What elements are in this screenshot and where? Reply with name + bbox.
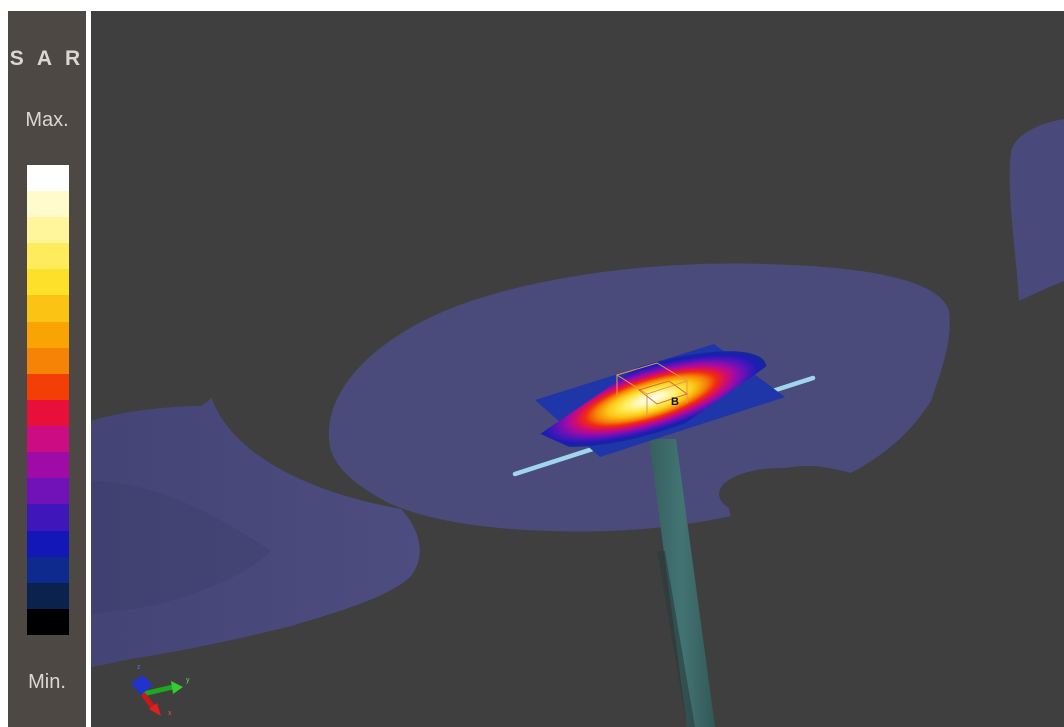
colorbar-segment — [27, 295, 69, 323]
scene-canvas[interactable]: B y x z — [91, 11, 1064, 727]
legend-title: S A R — [9, 47, 85, 70]
colorbar-segment — [27, 191, 69, 218]
legend-min-label: Min. — [28, 671, 66, 693]
3d-viewport[interactable]: B y x z — [91, 11, 1064, 727]
colorbar-segment — [27, 582, 69, 610]
colorbar-segment — [27, 165, 69, 192]
colorbar-segment — [27, 321, 69, 349]
colorbar-segment — [27, 452, 69, 479]
sar-colorbar — [27, 165, 69, 636]
axis-z-label: z — [137, 664, 141, 671]
colorbar-segment — [27, 608, 69, 636]
phantom-notch — [719, 468, 843, 520]
probe-shaft — [649, 439, 715, 727]
phantom-right — [1009, 119, 1064, 301]
colorbar-segment — [27, 243, 69, 270]
phantom-left — [91, 396, 420, 667]
panel-separator — [86, 11, 91, 727]
colorbar-segment — [27, 399, 69, 427]
axis-y-label: y — [186, 677, 190, 684]
marker-label: B — [671, 396, 679, 408]
axis-x-label: x — [168, 710, 172, 717]
colorbar-segment — [27, 426, 69, 453]
legend-max-label: Max. — [25, 109, 69, 131]
colorbar-segment — [27, 504, 69, 532]
axes-triad: y x z — [131, 664, 190, 717]
colorbar-segment — [27, 478, 69, 505]
colorbar-segment — [27, 373, 69, 401]
probe-shaft-shadow — [657, 551, 695, 727]
phantom-left-shadow — [91, 481, 271, 614]
colorbar-segment — [27, 530, 69, 558]
colorbar-segment — [27, 556, 69, 584]
measurement-box — [615, 362, 689, 416]
colorbar-segment — [27, 217, 69, 244]
colorbar-segment — [27, 269, 69, 296]
colorbar-segment — [27, 347, 69, 375]
sar-legend-panel: S A R Max. Min. — [8, 11, 86, 727]
